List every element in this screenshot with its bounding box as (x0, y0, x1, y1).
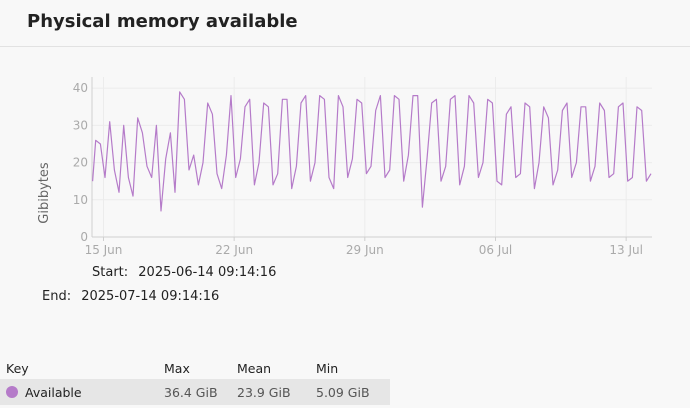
x-tick-label: 13 Jul (609, 243, 643, 257)
series-line-available[interactable] (92, 91, 652, 212)
end-row: End: 2025-07-14 09:14:16 (42, 289, 219, 304)
y-tick-label: 40 (73, 81, 88, 95)
max-header: Max (164, 360, 190, 376)
panel-header: Physical memory available (0, 0, 690, 47)
y-tick-label: 0 (80, 230, 88, 244)
axes: 0 10 20 30 40 15 Jun 22 Jun 29 Jun 06 Jul 13 Jul (73, 77, 652, 257)
max-value: 36.4 GiB (164, 384, 218, 400)
x-tick-label: 29 Jun (346, 243, 384, 257)
y-tick-label: 30 (73, 118, 88, 132)
mean-header: Mean (237, 360, 272, 376)
y-tick-label: 20 (73, 156, 88, 170)
start-row: Start: 2025-06-14 09:14:16 (92, 265, 276, 280)
series-layer (92, 91, 652, 212)
legend-row-available[interactable]: Available 36.4 GiB 23.9 GiB 5.09 GiB (0, 379, 390, 405)
end-label: End: (42, 289, 72, 304)
key-table: Key Max Mean Min Available 36.4 GiB 23.9… (0, 357, 390, 405)
series-color-swatch (6, 385, 18, 398)
y-tick-label: 10 (73, 193, 88, 207)
min-header: Min (316, 360, 339, 376)
x-tick-label: 22 Jun (215, 243, 253, 257)
min-value: 5.09 GiB (316, 384, 370, 400)
x-tick-label: 15 Jun (85, 243, 123, 257)
mean-value: 23.9 GiB (237, 384, 291, 400)
series-name: Available (25, 384, 82, 400)
y-axis-label: Gibibytes (37, 162, 52, 224)
chart-card: 0 10 20 30 40 15 Jun 22 Jun 29 Jun 06 Jul 13 Jul … (0, 47, 690, 408)
end-value: 2025-07-14 09:14:16 (81, 289, 220, 304)
start-label: Start: (92, 265, 129, 280)
x-tick-label: 06 Jul (479, 243, 513, 257)
key-header: Key (6, 360, 29, 376)
start-value: 2025-06-14 09:14:16 (138, 265, 277, 280)
panel-title: Physical memory available (27, 11, 298, 32)
